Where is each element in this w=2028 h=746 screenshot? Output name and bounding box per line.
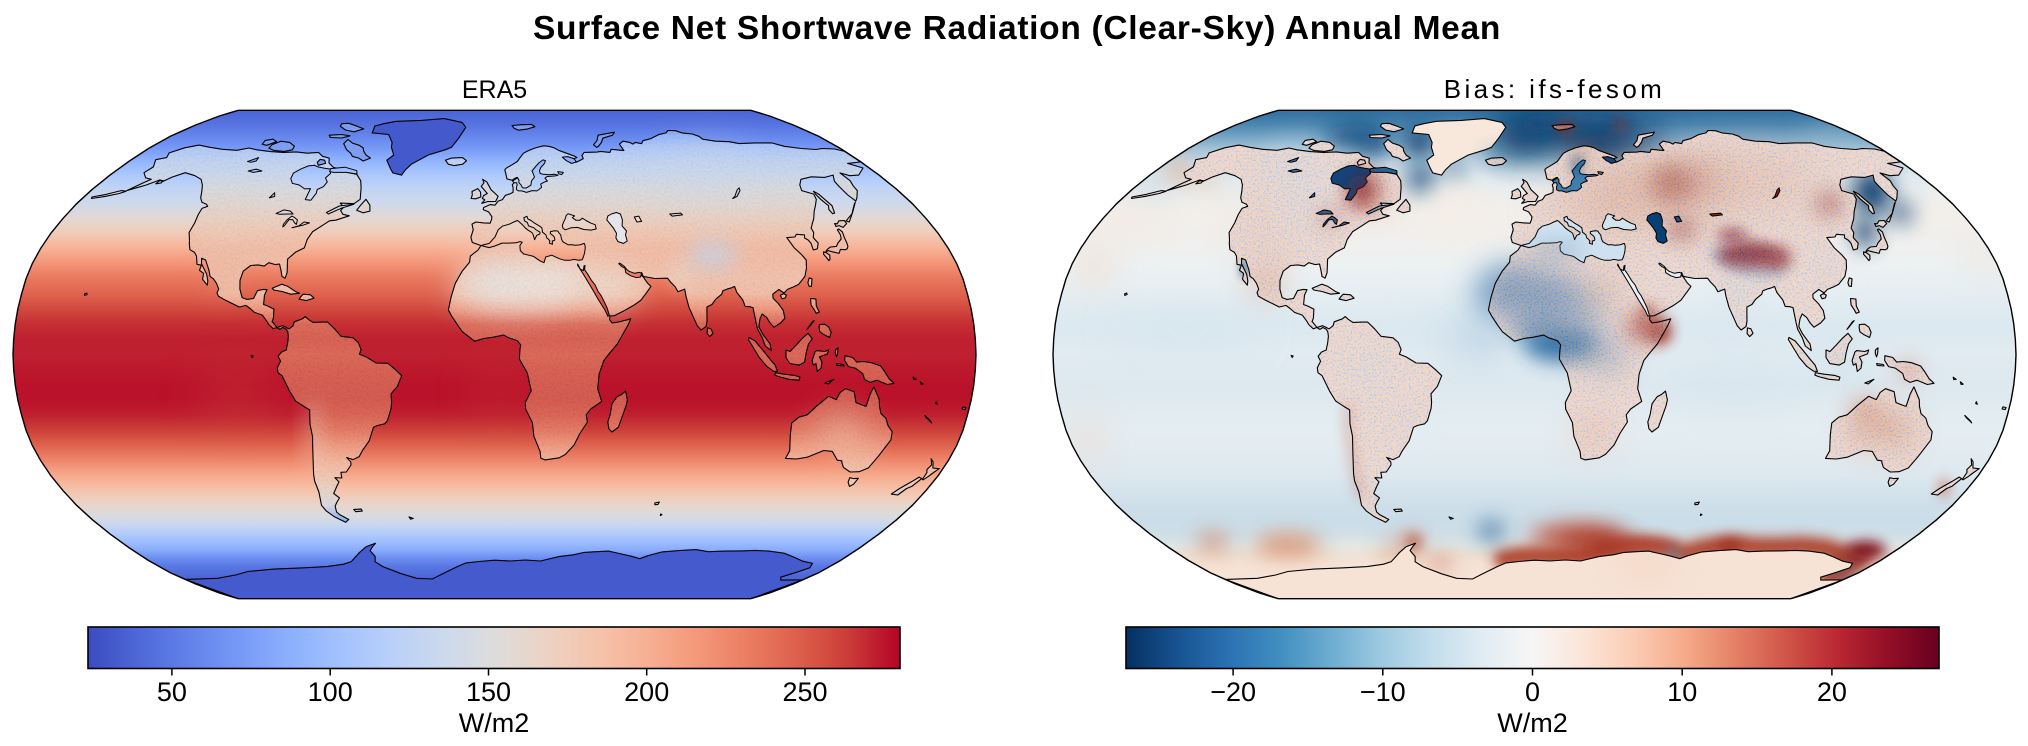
svg-text:W/m2: W/m2 [1497, 708, 1568, 738]
svg-text:20: 20 [1817, 677, 1847, 707]
svg-text:10: 10 [1667, 677, 1697, 707]
svg-text:200: 200 [624, 677, 669, 707]
svg-text:250: 250 [782, 677, 827, 707]
svg-text:Bias: ifs-fesom: Bias: ifs-fesom [1444, 74, 1666, 104]
svg-text:ERA5: ERA5 [462, 76, 527, 104]
svg-text:−20: −20 [1210, 677, 1256, 707]
svg-text:Surface Net Shortwave Radiatio: Surface Net Shortwave Radiation (Clear-S… [533, 10, 1501, 47]
svg-text:50: 50 [157, 677, 187, 707]
svg-text:W/m2: W/m2 [459, 708, 530, 738]
svg-text:−10: −10 [1360, 677, 1406, 707]
svg-text:0: 0 [1525, 677, 1540, 707]
svg-text:150: 150 [466, 677, 511, 707]
svg-text:100: 100 [308, 677, 353, 707]
